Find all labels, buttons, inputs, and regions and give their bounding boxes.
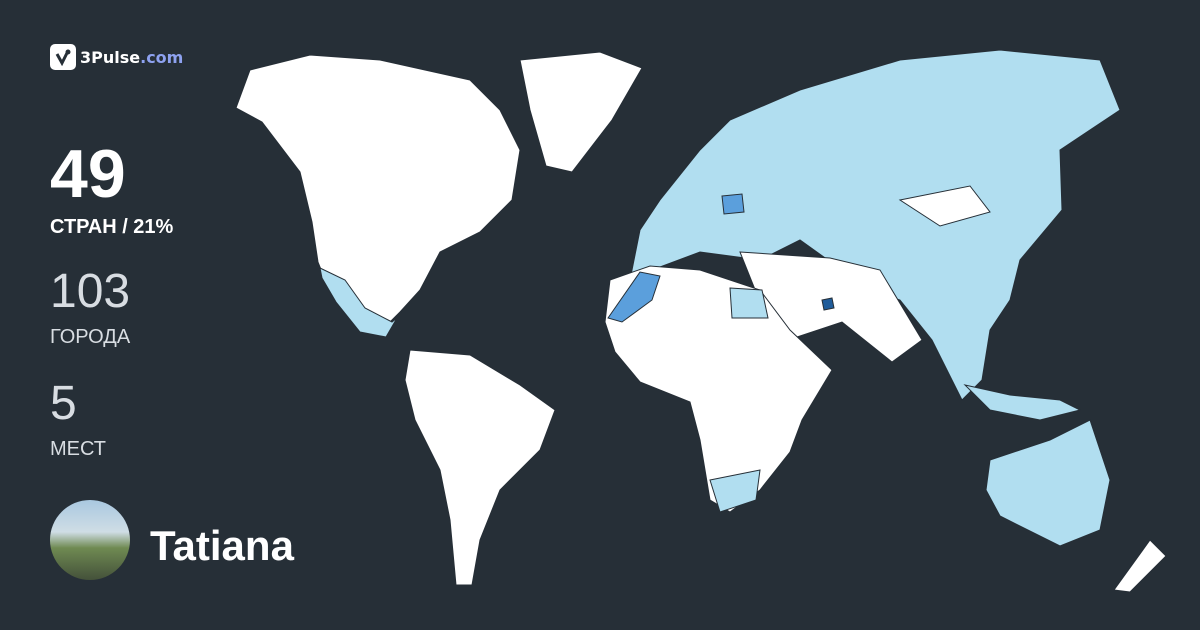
brand-logo[interactable]: 3Pulse .com [50,44,183,70]
eurasia [629,49,1121,401]
brand-name: 3Pulse [80,47,141,67]
egypt [729,287,769,319]
cities-stat: 103 ГОРОДА [50,268,130,349]
countries-label: СТРАН / 21% [50,216,174,238]
countries-count: 49 [50,136,126,212]
avatar[interactable] [50,500,130,580]
user-name: Tatiana [150,522,294,569]
ukraine [721,193,745,215]
places-label: МЕСТ [50,438,106,460]
new-zealand [1113,539,1167,593]
south-america [404,349,556,586]
greenland [519,51,643,173]
checkmark-pulse-icon [50,44,76,70]
indonesia [963,384,1082,421]
countries-stat: 49 СТРАН / 21% [50,140,173,239]
cities-count: 103 [50,265,131,318]
uae [821,297,835,311]
brand-tld: .com [140,47,184,67]
mexico [319,267,398,338]
africa [604,265,833,513]
places-stat: 5 МЕСТ [50,380,106,461]
places-count: 5 [50,377,77,430]
australia [985,419,1111,547]
morocco [607,271,661,323]
mongolia [898,185,991,227]
cities-label: ГОРОДА [50,326,131,348]
north-america [235,54,521,333]
south-africa [709,469,761,513]
